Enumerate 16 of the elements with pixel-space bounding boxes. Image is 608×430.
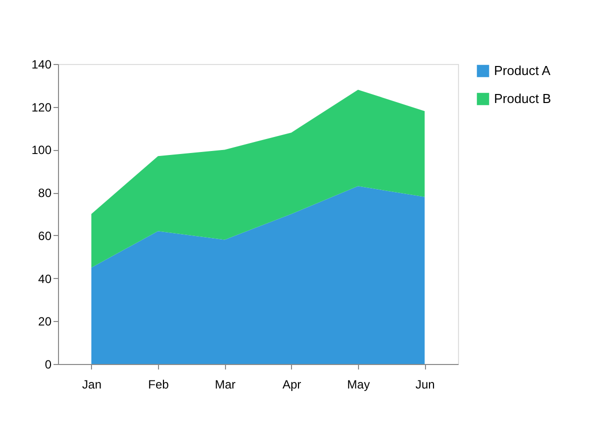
y-tick-label: 20	[38, 314, 52, 329]
y-tick-label: 140	[31, 58, 52, 72]
y-tick-label: 100	[31, 143, 52, 158]
y-tick-label: 0	[44, 358, 52, 372]
x-tick-label: Mar	[214, 378, 236, 392]
x-tick-label: Jun	[415, 378, 435, 392]
y-tick-label: 80	[38, 186, 52, 200]
x-tick-label: Feb	[148, 378, 170, 392]
legend-label: Product B	[494, 91, 552, 106]
legend-label: Product A	[494, 63, 551, 78]
y-tick-label: 120	[31, 100, 52, 114]
x-tick-label: Apr	[282, 378, 302, 392]
y-tick-label: 40	[38, 272, 52, 286]
x-tick-label: Jan	[82, 378, 102, 392]
x-tick-label: May	[347, 378, 370, 392]
y-tick-label: 60	[38, 228, 52, 243]
